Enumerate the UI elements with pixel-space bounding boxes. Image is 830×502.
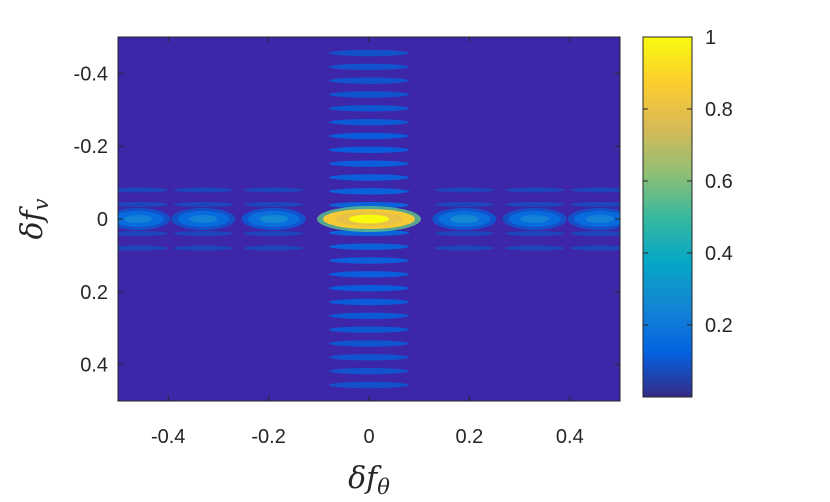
heatmap-layer (118, 49, 620, 389)
fringe-stripe (328, 49, 410, 57)
side-lobe-ripple (504, 231, 565, 237)
fringe-stripe (328, 381, 410, 389)
side-lobe-ripple (243, 187, 304, 193)
fringe-stripe (328, 367, 410, 375)
y-axis-label: δfv (15, 198, 53, 239)
y-axis: -0.4 -0.2 0 0.2 0.4 (74, 63, 620, 377)
fringe-stripe (328, 284, 410, 292)
fringe-stripe (328, 326, 410, 333)
side-lobe-ripple (504, 201, 565, 207)
side-lobe-ripple (118, 231, 169, 237)
heat-peak-core (520, 215, 549, 223)
fringe-stripe (328, 243, 410, 250)
fringe-stripe (328, 105, 410, 112)
colorbar-tick-label: 1 (705, 27, 716, 49)
x-axis: -0.4 -0.2 0 0.2 0.4 (151, 37, 584, 448)
side-lobe-ripple (434, 201, 495, 207)
x-tick-label: 0 (363, 426, 374, 448)
heat-peak-core (123, 215, 153, 223)
side-lobe-ripple (243, 245, 304, 251)
fringe-stripe (328, 354, 410, 361)
fringe-stripe (328, 312, 410, 320)
fringe-stripe (328, 229, 410, 237)
heat-peak-core (259, 215, 288, 223)
side-lobe-ripple (118, 245, 169, 251)
colorbar (643, 37, 692, 397)
y-tick-label: 0 (97, 209, 108, 231)
x-tick-label: 0.4 (556, 426, 584, 448)
y-tick-label: -0.4 (74, 63, 108, 85)
x-axis-label: δfθ (348, 461, 390, 499)
fringe-stripe (328, 91, 410, 98)
colorbar-tick-label: 0.4 (705, 243, 733, 265)
side-lobe-ripple (569, 187, 620, 193)
colorbar-tick-label: 0.2 (705, 315, 733, 337)
side-lobe-ripple (118, 201, 169, 207)
heat-peak-core (189, 215, 218, 223)
y-tick-label: -0.2 (74, 136, 108, 158)
fringe-stripe (328, 201, 410, 209)
x-tick-label: 0.2 (455, 426, 483, 448)
x-tick-label: -0.2 (251, 426, 285, 448)
fringe-stripe (328, 188, 410, 195)
side-lobe-ripple (173, 187, 234, 193)
fringe-stripe (328, 146, 410, 154)
side-lobe-ripple (173, 231, 234, 237)
x-tick-label: -0.4 (151, 426, 185, 448)
heat-peak-core (585, 215, 615, 223)
side-lobe-ripple (504, 245, 565, 251)
heat-peak-max (349, 214, 389, 224)
fringe-stripe (328, 77, 410, 84)
side-lobe-ripple (569, 245, 620, 251)
side-lobe-ripple (504, 187, 565, 193)
heat-peak-core (450, 215, 479, 223)
side-lobe-ripple (569, 201, 620, 207)
side-lobe-ripple (243, 231, 304, 237)
fringe-stripe (328, 340, 410, 347)
fringe-stripe (328, 298, 410, 306)
side-lobe-ripple (243, 201, 304, 207)
colorbar-tick-label: 0.8 (705, 99, 733, 121)
fringe-stripe (328, 257, 410, 264)
side-lobe-ripple (434, 231, 495, 237)
colorbar-axis: 0.2 0.4 0.6 0.8 1 (643, 27, 733, 337)
fringe-stripe (328, 63, 410, 71)
side-lobe-ripple (118, 187, 169, 193)
side-lobe-ripple (434, 187, 495, 193)
fringe-stripe (328, 174, 410, 181)
fringe-stripe (328, 160, 410, 167)
fringe-stripe (328, 132, 410, 140)
y-tick-label: 0.2 (80, 282, 108, 304)
fringe-stripe (328, 271, 410, 278)
side-lobe-ripple (569, 231, 620, 237)
side-lobe-ripple (173, 201, 234, 207)
y-tick-label: 0.4 (80, 355, 108, 377)
side-lobe-ripple (173, 245, 234, 251)
colorbar-frame (642, 36, 693, 398)
colorbar-tick-label: 0.6 (705, 171, 733, 193)
fringe-stripe (328, 118, 410, 126)
side-lobe-ripple (434, 245, 495, 251)
